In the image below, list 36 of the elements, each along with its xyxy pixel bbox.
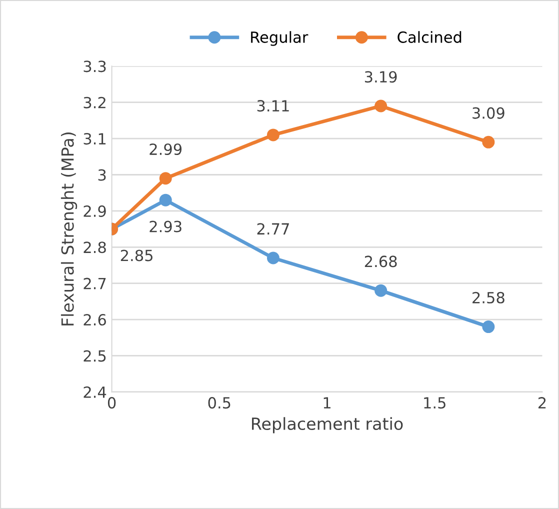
legend-label: Regular [251,31,308,46]
data-label: 3.09 [472,107,504,119]
legend-label: Calcined [398,31,462,43]
point [482,320,495,334]
x-tick-label: 0.5 [208,397,230,409]
point [482,136,495,148]
y-tick-label: 2.6 [84,314,106,326]
x-tick-label: 1.5 [424,397,446,409]
point [159,172,172,185]
data-label: 2.58 [472,292,504,304]
x-tick-label: 1 [324,397,330,408]
point [159,194,172,206]
y-tick-label: 2.5 [84,350,106,362]
y-tick-label: 2.8 [84,242,106,254]
point [266,252,280,264]
data-label: 2.85 [120,250,152,262]
y-tick-label: 2.7 [84,278,106,290]
y-tick-label: 3.2 [84,96,106,108]
y-axis-title: Flexural Strenght (MPa) [60,132,78,326]
x-tick-label: 2 [538,397,546,408]
data-label: 2.93 [150,220,182,232]
point [266,128,280,142]
x-axis-title: Replacement ratio [252,417,403,434]
y-tick-label: 3.1 [84,133,106,145]
y-tick-label: 2.9 [84,205,106,217]
data-label: 2.68 [364,256,397,268]
data-label: 3.19 [364,71,397,83]
data-label: 3.11 [257,100,289,112]
data-label: 2.77 [257,223,289,234]
point [374,100,388,112]
data-label: 2.99 [150,143,182,156]
y-tick-label: 2.4 [84,386,106,398]
x-tick-label: 0 [108,397,116,409]
y-tick-label: 3 [98,169,106,181]
y-tick-label: 3.3 [84,60,106,72]
point [374,284,388,297]
